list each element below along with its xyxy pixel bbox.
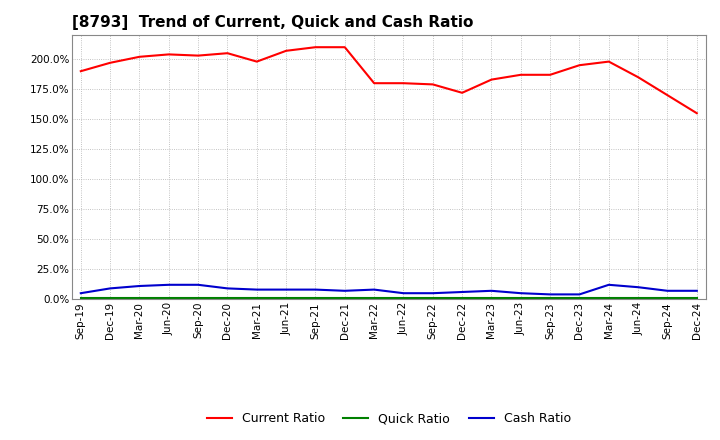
- Cash Ratio: [223, 286, 232, 291]
- Legend: Current Ratio, Quick Ratio, Cash Ratio: Current Ratio, Quick Ratio, Cash Ratio: [202, 407, 576, 430]
- Current Ratio: [164, 52, 173, 57]
- Current Ratio: [399, 81, 408, 86]
- Quick Ratio: [575, 295, 584, 301]
- Cash Ratio: [194, 282, 202, 287]
- Cash Ratio: [663, 288, 672, 293]
- Quick Ratio: [487, 295, 496, 301]
- Current Ratio: [253, 59, 261, 64]
- Current Ratio: [516, 72, 525, 77]
- Quick Ratio: [516, 295, 525, 301]
- Quick Ratio: [106, 295, 114, 301]
- Cash Ratio: [135, 283, 144, 289]
- Quick Ratio: [546, 295, 554, 301]
- Quick Ratio: [223, 295, 232, 301]
- Quick Ratio: [693, 295, 701, 301]
- Cash Ratio: [605, 282, 613, 287]
- Cash Ratio: [253, 287, 261, 292]
- Current Ratio: [693, 110, 701, 116]
- Cash Ratio: [516, 290, 525, 296]
- Current Ratio: [575, 62, 584, 68]
- Quick Ratio: [253, 295, 261, 301]
- Cash Ratio: [164, 282, 173, 287]
- Current Ratio: [634, 74, 642, 80]
- Quick Ratio: [341, 295, 349, 301]
- Cash Ratio: [282, 287, 290, 292]
- Current Ratio: [605, 59, 613, 64]
- Cash Ratio: [693, 288, 701, 293]
- Current Ratio: [76, 69, 85, 74]
- Current Ratio: [223, 51, 232, 56]
- Cash Ratio: [106, 286, 114, 291]
- Quick Ratio: [311, 295, 320, 301]
- Current Ratio: [663, 92, 672, 98]
- Current Ratio: [194, 53, 202, 58]
- Current Ratio: [106, 60, 114, 66]
- Quick Ratio: [282, 295, 290, 301]
- Line: Current Ratio: Current Ratio: [81, 47, 697, 113]
- Current Ratio: [311, 44, 320, 50]
- Current Ratio: [282, 48, 290, 53]
- Quick Ratio: [605, 295, 613, 301]
- Quick Ratio: [634, 295, 642, 301]
- Current Ratio: [370, 81, 379, 86]
- Current Ratio: [341, 44, 349, 50]
- Quick Ratio: [399, 295, 408, 301]
- Cash Ratio: [546, 292, 554, 297]
- Cash Ratio: [370, 287, 379, 292]
- Quick Ratio: [135, 295, 144, 301]
- Quick Ratio: [164, 295, 173, 301]
- Cash Ratio: [575, 292, 584, 297]
- Current Ratio: [428, 82, 437, 87]
- Cash Ratio: [487, 288, 496, 293]
- Cash Ratio: [341, 288, 349, 293]
- Quick Ratio: [428, 295, 437, 301]
- Line: Cash Ratio: Cash Ratio: [81, 285, 697, 294]
- Quick Ratio: [458, 295, 467, 301]
- Quick Ratio: [370, 295, 379, 301]
- Current Ratio: [135, 54, 144, 59]
- Text: [8793]  Trend of Current, Quick and Cash Ratio: [8793] Trend of Current, Quick and Cash …: [72, 15, 473, 30]
- Quick Ratio: [194, 295, 202, 301]
- Current Ratio: [487, 77, 496, 82]
- Cash Ratio: [634, 285, 642, 290]
- Cash Ratio: [428, 290, 437, 296]
- Cash Ratio: [458, 290, 467, 295]
- Cash Ratio: [76, 290, 85, 296]
- Cash Ratio: [311, 287, 320, 292]
- Quick Ratio: [76, 295, 85, 301]
- Current Ratio: [546, 72, 554, 77]
- Quick Ratio: [663, 295, 672, 301]
- Cash Ratio: [399, 290, 408, 296]
- Current Ratio: [458, 90, 467, 95]
